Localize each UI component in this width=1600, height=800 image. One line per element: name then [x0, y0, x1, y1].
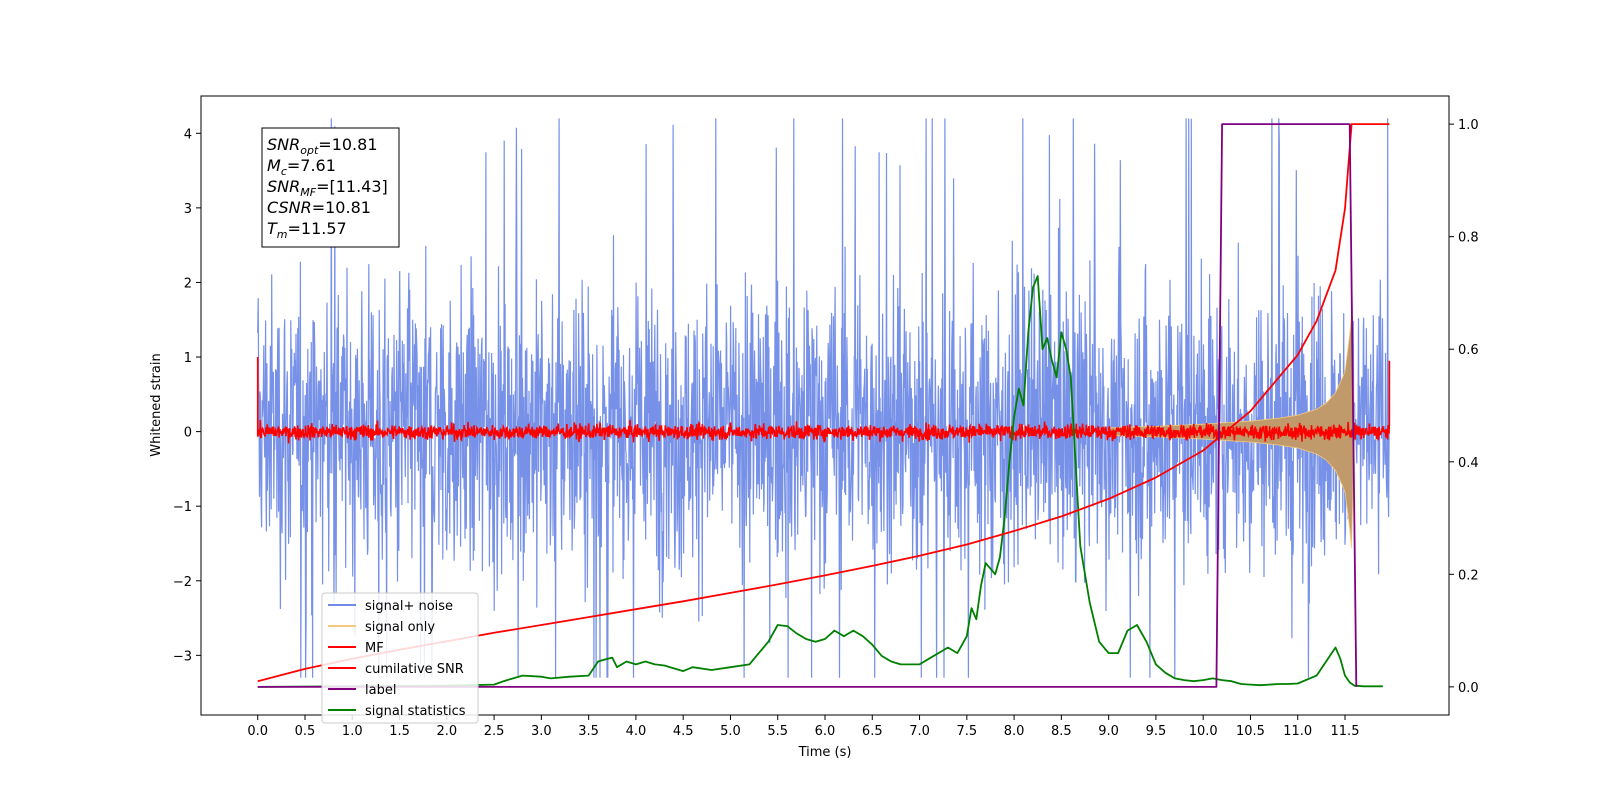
x-tick-label: 4.5: [673, 724, 694, 739]
x-tick-label: 2.5: [484, 724, 505, 739]
legend-label-signal-noise: signal+ noise: [365, 599, 453, 614]
series-signal-statistics-line: [257, 275, 1383, 688]
y-right-tick-label: 0.2: [1458, 568, 1479, 583]
y-left-tick-label: 0: [184, 426, 192, 441]
y-right-tick-label: 1.0: [1458, 118, 1479, 133]
y-right-tick-label: 0.6: [1458, 343, 1479, 358]
x-tick-label: 6.0: [815, 724, 836, 739]
series-signal-noise-line: [257, 118, 1390, 678]
axes: 0.0 0.5 1.0 1.5 2.0 2.5 3.0 3.5 4.0 4.5 5.0 5.5 6.0 6…: [173, 118, 1479, 739]
x-tick-label: 6.5: [862, 724, 883, 739]
y-right-tick-label: 0.0: [1458, 681, 1479, 696]
x-tick-label: 3.0: [531, 724, 552, 739]
y-left-tick-label: −3: [173, 649, 192, 664]
legend: signal+ noise signal only MF cumilative SNR…: [321, 592, 479, 724]
x-tick-label: 2.0: [436, 724, 457, 739]
x-tick-label: 0.0: [247, 724, 268, 739]
y-left-tick-label: −1: [173, 500, 192, 515]
x-tick-label: 9.0: [1098, 724, 1119, 739]
series-label-line: [257, 123, 1358, 688]
x-tick-label: 7.0: [909, 724, 930, 739]
x-tick-label: 8.0: [1004, 724, 1025, 739]
info-box: SNRopt=10.81Mc=7.61SNRMF=[11.43]CSNR=10.…: [261, 127, 400, 248]
legend-label-mf: MF: [365, 641, 384, 656]
x-tick-label: 5.0: [720, 724, 741, 739]
x-tick-label: 4.0: [626, 724, 647, 739]
legend-frame: [321, 592, 479, 724]
x-tick-label: 1.0: [342, 724, 363, 739]
x-tick-label: 10.0: [1189, 724, 1218, 739]
x-tick-label: 10.5: [1236, 724, 1265, 739]
y-left-tick-label: −2: [173, 575, 192, 590]
y-left-tick-label: 1: [184, 351, 192, 366]
plot-area: [256, 118, 1391, 688]
y-left-tick-label: 4: [184, 127, 192, 142]
x-tick-label: 5.5: [767, 724, 788, 739]
info-line-3: SNRMF=[11.43]: [267, 177, 388, 199]
series-mf-line: [256, 357, 1391, 444]
info-line-1: SNRopt=10.81: [267, 135, 378, 157]
x-tick-label: 3.5: [578, 724, 599, 739]
info-box-frame: [261, 127, 400, 248]
y-right-tick-label: 0.4: [1458, 456, 1479, 471]
y-right-tick-label: 0.8: [1458, 231, 1479, 246]
legend-label-signal-statistics: signal statistics: [365, 704, 466, 719]
y-left-tick-label: 2: [184, 276, 192, 291]
x-tick-label: 1.5: [389, 724, 410, 739]
x-tick-label: 11.0: [1283, 724, 1312, 739]
y-left-tick-label: 3: [184, 202, 192, 217]
x-tick-label: 9.5: [1146, 724, 1167, 739]
info-line-2: Mc=7.61: [267, 156, 336, 178]
x-tick-label: 7.5: [956, 724, 977, 739]
x-tick-label: 11.5: [1331, 724, 1360, 739]
legend-label-signal-only: signal only: [365, 620, 435, 635]
x-tick-label: 0.5: [295, 724, 316, 739]
info-line-5: Tm=11.57: [267, 219, 347, 241]
legend-label-cumilative-snr: cumilative SNR: [365, 662, 464, 677]
x-axis-label: Time (s): [798, 745, 852, 760]
legend-label-label: label: [365, 683, 396, 698]
x-tick-label: 8.5: [1051, 724, 1072, 739]
info-line-4: CSNR=10.81: [267, 198, 371, 217]
y-axis-label: Whitened strain: [149, 353, 164, 456]
